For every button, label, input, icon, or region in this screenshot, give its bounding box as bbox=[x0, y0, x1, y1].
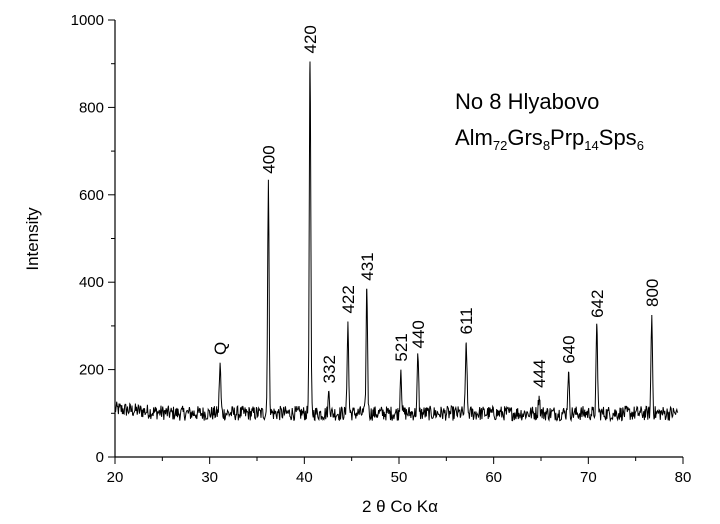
x-tick-label: 40 bbox=[296, 469, 313, 486]
y-tick-label: 400 bbox=[79, 274, 104, 291]
peak-label-444: 444 bbox=[530, 359, 549, 387]
peak-label-800: 800 bbox=[643, 279, 662, 307]
x-tick-label: 50 bbox=[391, 469, 408, 486]
diffraction-trace bbox=[114, 61, 679, 423]
y-tick-label: 0 bbox=[96, 449, 104, 466]
formula-component: Sps bbox=[599, 125, 637, 150]
y-tick-label: 200 bbox=[79, 362, 104, 379]
x-tick-label: 70 bbox=[580, 469, 597, 486]
formula-subscript: 14 bbox=[584, 138, 598, 153]
formula-component: Grs bbox=[507, 125, 542, 150]
formula-component: Alm bbox=[455, 125, 493, 150]
x-tick-label: 30 bbox=[201, 469, 218, 486]
x-tick-label: 80 bbox=[675, 469, 692, 486]
formula-subscript: 8 bbox=[543, 138, 550, 153]
x-axis-title: 2 θ Co Kα bbox=[362, 497, 438, 516]
peak-label-420: 420 bbox=[301, 25, 320, 53]
peak-label-431: 431 bbox=[358, 252, 377, 280]
peak-label-611: 611 bbox=[457, 307, 476, 334]
garnet-formula: Alm72​Grs8​Prp14​Sps6​ bbox=[455, 125, 644, 153]
peak-label-422: 422 bbox=[339, 285, 358, 313]
peak-label-642: 642 bbox=[588, 290, 607, 318]
y-axis-title: Intensity bbox=[23, 207, 42, 271]
peak-label-Q: Q bbox=[211, 342, 230, 355]
peak-label-640: 640 bbox=[559, 335, 578, 363]
y-tick-label: 800 bbox=[79, 99, 104, 116]
x-tick-label: 60 bbox=[485, 469, 502, 486]
peak-label-400: 400 bbox=[259, 145, 278, 173]
y-tick-label: 600 bbox=[79, 187, 104, 204]
y-tick-label: 1000 bbox=[71, 12, 104, 29]
sample-title: No 8 Hlyabovo bbox=[455, 89, 599, 114]
formula-subscript: 72 bbox=[493, 138, 507, 153]
peak-label-332: 332 bbox=[320, 355, 339, 383]
formula-subscript: 6 bbox=[637, 138, 644, 153]
peak-label-440: 440 bbox=[409, 320, 428, 348]
x-tick-label: 20 bbox=[107, 469, 124, 486]
series-layer bbox=[114, 61, 679, 423]
peak-label-521: 521 bbox=[392, 333, 411, 361]
formula-component: Prp bbox=[550, 125, 584, 150]
